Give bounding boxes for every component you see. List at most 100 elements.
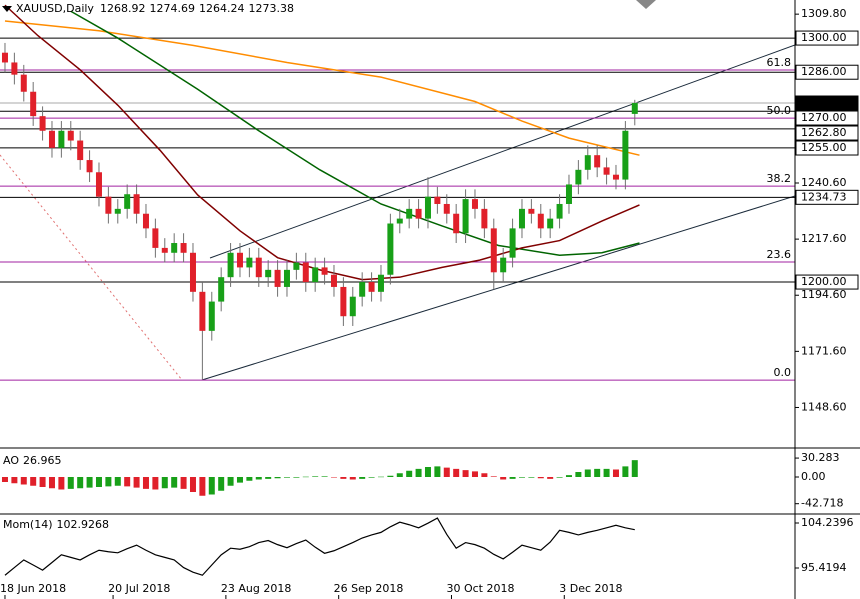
level-label: 1234.73 — [801, 190, 847, 203]
ao-bar — [396, 473, 403, 477]
candle-body — [124, 194, 131, 209]
candle-body — [406, 208, 413, 219]
y-tick-label: 0.00 — [801, 470, 826, 483]
ao-bar — [509, 477, 516, 479]
candle-body — [453, 213, 460, 234]
ao-bar — [236, 477, 243, 483]
ohlc-high: 1274.69 — [149, 2, 195, 15]
candle-body — [387, 223, 394, 275]
ao-bar — [48, 477, 55, 489]
candle-body — [518, 208, 525, 229]
ao-bar — [321, 476, 328, 477]
ao-bar — [406, 470, 413, 477]
level-label: 1300.00 — [801, 31, 847, 44]
ao-bar — [114, 477, 121, 486]
candle-body — [368, 282, 375, 292]
indicator-value: 102.9268 — [57, 518, 110, 531]
ao-bar — [227, 477, 234, 486]
level-box — [795, 140, 859, 156]
candle-body — [462, 199, 469, 234]
ao-bar — [208, 477, 215, 495]
candle-body — [434, 196, 441, 204]
ao-bar — [283, 477, 290, 478]
x-tick-label: 30 Oct 2018 — [446, 582, 514, 595]
y-tick-label: 104.2396 — [801, 516, 854, 529]
ao-bar — [39, 477, 46, 487]
y-tick-label: 1309.80 — [801, 7, 847, 20]
drawing-objects — [0, 44, 795, 381]
x-tick-label: 3 Dec 2018 — [559, 582, 622, 595]
moving-average — [4, 4, 640, 281]
ohlc-low: 1264.24 — [199, 2, 245, 15]
ao-bar — [377, 476, 384, 478]
level-box — [795, 189, 859, 205]
ao-bar — [302, 476, 309, 478]
ao-bar — [274, 477, 281, 479]
indicator-name: AO — [3, 454, 19, 467]
ao-bar — [594, 468, 601, 477]
candle-body — [584, 155, 591, 170]
panel-plot — [1, 460, 638, 496]
level-label: 1255.00 — [801, 141, 847, 154]
ao-bar — [556, 477, 563, 478]
indicator-name: Mom(14) — [3, 518, 53, 531]
ao-bar — [518, 477, 525, 478]
ao-bar — [631, 460, 638, 477]
candle-body — [537, 213, 544, 229]
x-tick-label: 26 Sep 2018 — [334, 582, 404, 595]
level-box — [795, 110, 859, 126]
current-price-label: 1273.38 — [801, 96, 847, 109]
ao-bar — [189, 477, 196, 492]
y-tick-label: 95.4194 — [801, 561, 847, 574]
candle-body — [603, 167, 610, 175]
ao-bar — [490, 476, 497, 477]
candle-body — [349, 296, 356, 317]
ao-bar — [622, 466, 629, 477]
candle-body — [67, 130, 74, 141]
candle-body — [20, 74, 27, 92]
candle-body — [302, 262, 309, 283]
candle-body — [114, 208, 121, 214]
candle-body — [30, 91, 37, 117]
panel-plot — [4, 517, 635, 576]
candle-body — [218, 277, 225, 302]
candle-body — [227, 252, 234, 278]
y-tick-label: 1171.60 — [801, 344, 847, 357]
candle-body — [236, 252, 243, 268]
ao-bar — [528, 477, 535, 478]
ohlc-close: 1273.38 — [248, 2, 294, 15]
candle-body — [528, 208, 535, 214]
candle-body — [340, 286, 347, 317]
candle-body — [631, 103, 638, 114]
ao-bar — [20, 477, 27, 485]
level-box — [795, 125, 859, 141]
ao-bar — [199, 477, 206, 496]
ao-bar — [11, 477, 18, 484]
candle-body — [246, 257, 253, 268]
ao-bar — [584, 469, 591, 477]
ao-bar — [105, 477, 112, 487]
fib-label: 23.6 — [767, 248, 792, 261]
fib-label: 38.2 — [767, 172, 792, 185]
ao-bar — [161, 477, 168, 489]
candle-body — [424, 196, 431, 219]
candle-body — [171, 243, 178, 253]
ao-bar — [330, 477, 337, 478]
ao-bar — [312, 476, 319, 477]
momentum-line — [4, 517, 635, 576]
candle-body — [48, 130, 55, 148]
candle-body — [274, 269, 281, 287]
menu-arrow[interactable] — [2, 6, 12, 12]
ao-bar — [443, 467, 450, 477]
current-price-box — [795, 95, 859, 111]
level-label: 1200.00 — [801, 275, 847, 288]
ao-bar — [368, 477, 375, 478]
ao-bar — [180, 477, 187, 489]
shift-marker — [636, 0, 656, 9]
moving-average — [4, 20, 640, 156]
candle-body — [189, 252, 196, 292]
ao-bar — [424, 467, 431, 477]
candle-body — [95, 172, 102, 197]
